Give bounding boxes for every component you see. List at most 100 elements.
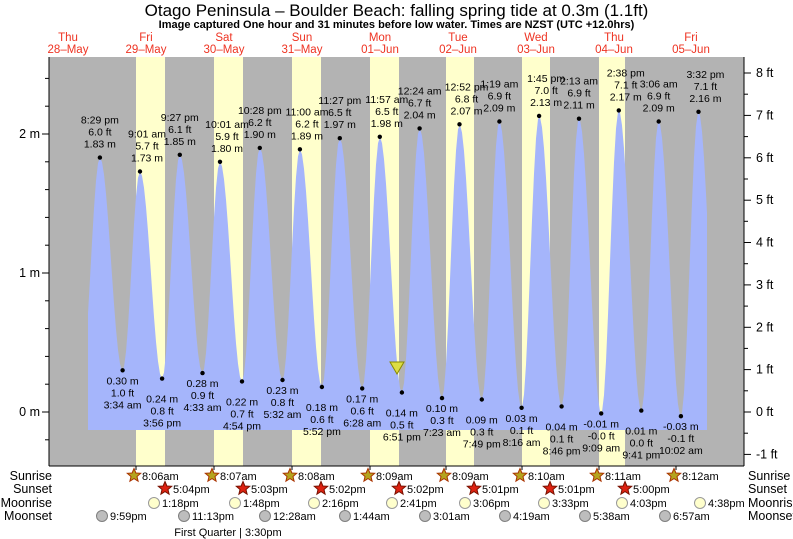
sunset-time: 5:01pm xyxy=(482,484,519,496)
day-label-date: 01–Jun xyxy=(361,44,399,56)
sunset-icon xyxy=(235,480,251,496)
low-tide-dot xyxy=(399,390,405,395)
moonrise-icon xyxy=(694,497,706,509)
low-tide-label: 4:54 pm xyxy=(223,420,261,432)
sunrise-icon xyxy=(512,467,528,483)
high-tide-label: 2.13 m xyxy=(530,97,562,109)
y-axis-label-ft: 1 ft xyxy=(756,363,774,377)
day-label-dow: Thu xyxy=(604,32,624,44)
moonrise-row-label-left: Moonrise xyxy=(1,496,52,510)
sunset-time: 5:04pm xyxy=(173,484,210,496)
sunrise-time: 8:07am xyxy=(220,471,257,483)
moonset-time: 5:38am xyxy=(593,511,630,523)
sunset-icon xyxy=(542,480,558,496)
y-axis-label-ft: 4 ft xyxy=(756,236,774,250)
low-tide-label: 0.7 ft xyxy=(230,408,253,420)
high-tide-dot xyxy=(177,152,182,157)
low-tide-dot xyxy=(120,368,125,373)
low-tide-label: 7:49 pm xyxy=(463,438,501,450)
low-tide-label: 0.9 ft xyxy=(191,390,214,402)
high-tide-label: 1.83 m xyxy=(84,139,116,151)
low-tide-label: 0.1 ft xyxy=(510,425,533,437)
low-tide-label: 0.03 m xyxy=(506,413,538,425)
sunrise-time: 8:10am xyxy=(528,471,565,483)
day-label-date: 28–May xyxy=(48,44,89,56)
low-tide-label: 3:56 pm xyxy=(143,418,181,430)
high-tide-dot xyxy=(656,119,661,124)
moon-phase-note: First Quarter | 3:30pm xyxy=(174,527,281,539)
low-tide-dot xyxy=(639,408,644,413)
low-tide-label: -0.01 m xyxy=(583,418,619,430)
moonrise-time: 2:16pm xyxy=(322,498,359,510)
high-tide-label: 7.1 ft xyxy=(614,79,637,91)
low-tide-label: 0.30 m xyxy=(107,375,139,387)
high-tide-label: 1:45 pm xyxy=(527,73,565,85)
low-tide-label: 0.3 ft xyxy=(430,415,453,427)
high-tide-dot xyxy=(417,126,422,131)
high-tide-label: 2:38 pm xyxy=(607,67,645,79)
tide-area xyxy=(88,111,707,431)
low-tide-label: 5:32 am xyxy=(263,409,301,421)
low-tide-label: 8:16 am xyxy=(503,437,541,449)
moonset-time: 6:57am xyxy=(673,511,710,523)
high-tide-label: 2.17 m xyxy=(610,91,642,103)
high-tide-label: 12:52 pm xyxy=(445,81,489,93)
high-tide-label: 12:24 am xyxy=(398,85,442,97)
day-label-date: 05–Jun xyxy=(672,44,710,56)
low-tide-label: 10:02 am xyxy=(659,445,703,457)
day-label-date: 30–May xyxy=(204,44,245,56)
y-axis-label-ft: -1 ft xyxy=(756,447,778,461)
sunrise-icon xyxy=(360,467,376,483)
sunrise-row-label-right: Sunrise xyxy=(748,469,790,483)
high-tide-label: 6.8 ft xyxy=(455,93,478,105)
high-tide-dot xyxy=(217,159,223,164)
moonset-time: 12:28am xyxy=(273,511,316,523)
low-tide-dot xyxy=(360,386,365,391)
low-tide-label: 8:46 pm xyxy=(543,445,581,457)
low-tide-label: 0.6 ft xyxy=(310,414,333,426)
y-axis-label-ft: 2 ft xyxy=(756,320,774,334)
high-tide-label: 3:06 am xyxy=(640,78,678,90)
high-tide-label: 6.9 ft xyxy=(647,90,670,102)
moonset-icon xyxy=(339,510,351,522)
high-tide-label: 2.11 m xyxy=(563,100,595,112)
sunrise-time: 8:06am xyxy=(142,471,179,483)
low-tide-dot xyxy=(559,404,564,409)
y-axis-label-m: 1 m xyxy=(19,266,40,280)
day-label-date: 02–Jun xyxy=(439,44,477,56)
sunrise-time: 8:12am xyxy=(682,471,719,483)
moonrise-icon xyxy=(229,497,241,509)
day-label-dow: Sat xyxy=(215,32,233,44)
y-axis-label-ft: 5 ft xyxy=(756,193,774,207)
low-tide-label: 3:34 am xyxy=(104,399,142,411)
sunrise-icon xyxy=(666,467,682,483)
low-tide-dot xyxy=(159,376,165,381)
y-axis-label-ft: 8 ft xyxy=(756,66,774,80)
sunset-time: 5:01pm xyxy=(558,484,595,496)
moonset-time: 9:59pm xyxy=(110,511,147,523)
low-tide-label: 6:51 pm xyxy=(383,432,421,444)
chart-title: Otago Peninsula – Boulder Beach: falling… xyxy=(144,1,649,20)
high-tide-dot xyxy=(137,169,143,174)
low-tide-dot xyxy=(599,411,604,416)
low-tide-label: -0.1 ft xyxy=(667,433,694,445)
low-tide-label: 0.10 m xyxy=(426,403,458,415)
low-tide-label: 5:52 pm xyxy=(303,426,341,438)
sunset-row-label-right: Sunset xyxy=(748,482,787,496)
high-tide-label: 1.85 m xyxy=(164,136,196,148)
low-tide-label: 7:23 am xyxy=(423,427,461,439)
low-tide-label: 0.8 ft xyxy=(271,397,294,409)
sunset-icon xyxy=(157,480,173,496)
low-tide-label: 0.24 m xyxy=(146,394,178,406)
high-tide-label: 2.09 m xyxy=(643,102,675,114)
moonset-time: 11:13pm xyxy=(192,511,234,523)
moonrise-row-label-right: Moonrise xyxy=(748,496,793,510)
sunrise-icon xyxy=(589,467,605,483)
sunset-row-label-left: Sunset xyxy=(13,482,52,496)
low-tide-dot xyxy=(439,395,445,401)
day-label-dow: Mon xyxy=(369,32,391,44)
low-tide-dot xyxy=(280,377,285,383)
moonrise-time: 3:06pm xyxy=(473,498,510,510)
moonrise-time: 1:48pm xyxy=(243,498,280,510)
